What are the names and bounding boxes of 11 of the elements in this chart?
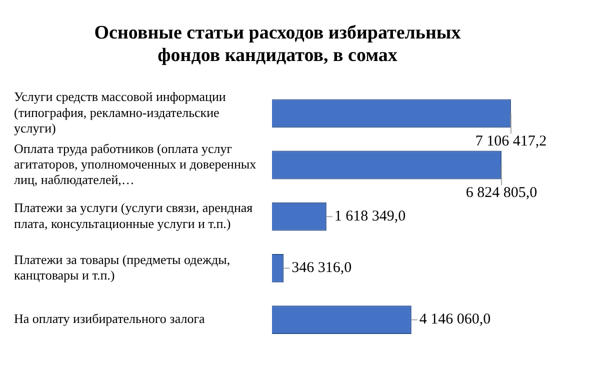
- y-tick-label: Услуги средств массовой информации (типография, рекламно-издательские услуги): [14, 89, 226, 136]
- chart-title: Основные статьи расходов избирательных фондов кандидатов, в сомах: [94, 22, 462, 66]
- data-label: 346 316,0: [292, 260, 352, 276]
- y-tick-label: Платежи за услуги (услуги связи, арендная плата, консультационные услуги и т.п.): [14, 200, 253, 231]
- data-label: 1 618 349,0: [334, 208, 406, 225]
- y-tick-label: Оплата труда работников (оплата услуг агитаторов, уполномоченных и доверенных лиц, наблюдателей,…: [14, 140, 257, 188]
- data-label: 6 824 805,0: [466, 185, 538, 202]
- y-tick-label: На оплату изибирательного залога: [14, 311, 206, 326]
- y-tick-label: Платежи за товары (предметы одежды, канцтовары и т.п.): [14, 252, 230, 282]
- data-label: 7 106 417,2: [475, 134, 547, 150]
- data-label: 4 146 060,0: [419, 312, 491, 328]
